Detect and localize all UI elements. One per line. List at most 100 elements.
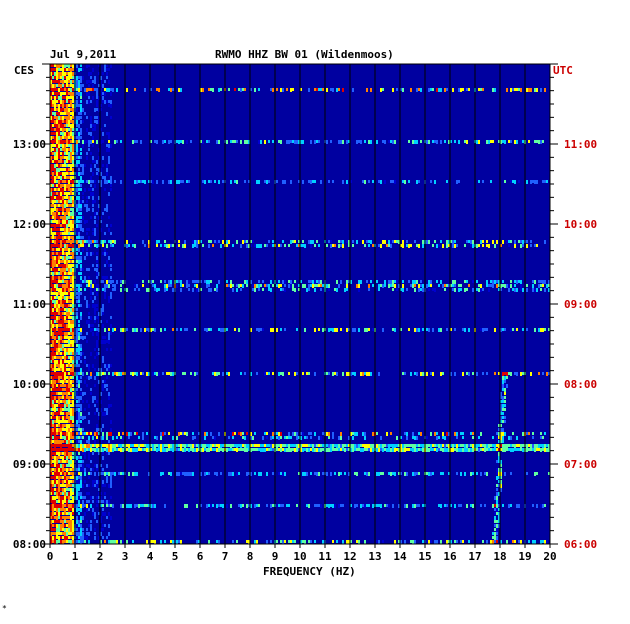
spectrogram-cell xyxy=(96,444,98,448)
spectrogram-cell xyxy=(72,112,74,116)
spectrogram-cell xyxy=(104,384,106,388)
spectrogram-cell xyxy=(52,100,54,104)
spectrogram-cell xyxy=(62,376,64,380)
spectrogram-cell xyxy=(96,308,98,311)
spectrogram-cell xyxy=(302,180,304,184)
spectrogram-cell xyxy=(418,448,420,451)
spectrogram-cell xyxy=(226,244,228,247)
spectrogram-cell xyxy=(82,244,84,247)
spectrogram-cell xyxy=(432,140,434,143)
spectrogram-cell xyxy=(50,420,52,424)
spectrogram-cell xyxy=(216,540,218,543)
spectrogram-cell xyxy=(60,380,62,383)
spectrogram-cell xyxy=(314,180,316,183)
spectrogram-cell xyxy=(376,540,378,544)
spectrogram-cell xyxy=(468,540,470,543)
spectrogram-cell xyxy=(66,160,68,163)
spectrogram-cell xyxy=(266,444,268,447)
spectrogram-cell xyxy=(178,180,180,184)
spectrogram-cell xyxy=(302,140,304,144)
spectrogram-cell xyxy=(108,448,110,452)
spectrogram-cell xyxy=(52,512,54,516)
spectrogram-cell xyxy=(484,448,486,452)
spectrogram-cell xyxy=(254,88,256,92)
spectrogram-cell xyxy=(80,456,82,459)
spectrogram-cell xyxy=(50,100,52,104)
spectrogram-cell xyxy=(322,448,324,451)
spectrogram-cell xyxy=(54,440,56,444)
spectrogram-cell xyxy=(358,448,360,451)
spectrogram-cell xyxy=(238,88,240,91)
spectrogram-cell xyxy=(62,268,64,272)
spectrogram-cell xyxy=(62,224,64,227)
spectrogram-cell xyxy=(82,84,84,87)
spectrogram-cell xyxy=(346,372,348,376)
spectrogram-cell xyxy=(230,448,232,451)
spectrogram-cell xyxy=(70,400,72,403)
spectrogram-cell xyxy=(208,540,210,544)
y-tick-label-local: 12:00 xyxy=(13,218,46,231)
spectrogram-cell xyxy=(512,88,514,91)
spectrogram-cell xyxy=(76,256,78,260)
spectrogram-cell xyxy=(58,344,60,348)
spectrogram-cell xyxy=(72,132,74,136)
spectrogram-cell xyxy=(312,284,314,288)
spectrogram-cell xyxy=(406,244,408,247)
spectrogram-cell xyxy=(62,408,64,411)
spectrogram-cell xyxy=(54,252,56,255)
spectrogram-cell xyxy=(94,76,96,80)
spectrogram-cell xyxy=(438,328,440,332)
spectrogram-cell xyxy=(92,84,94,88)
spectrogram-cell xyxy=(90,468,92,471)
spectrogram-cell xyxy=(54,408,56,412)
spectrogram-cell xyxy=(542,140,544,143)
spectrogram-cell xyxy=(98,120,100,124)
spectrogram-cell xyxy=(304,436,306,439)
spectrogram-cell xyxy=(212,244,214,247)
spectrogram-cell xyxy=(102,164,104,167)
spectrogram-cell xyxy=(52,268,54,271)
spectrogram-cell xyxy=(58,324,60,327)
spectrogram-cell xyxy=(62,460,64,463)
spectrogram-cell xyxy=(150,540,152,543)
spectrogram-cell xyxy=(520,372,522,376)
spectrogram-cell xyxy=(54,212,56,216)
spectrogram-cell xyxy=(102,468,104,471)
spectrogram-cell xyxy=(86,400,88,403)
spectrogram-cell xyxy=(62,152,64,156)
spectrogram-cell xyxy=(68,304,70,307)
spectrogram-cell xyxy=(196,280,198,283)
spectrogram-cell xyxy=(370,140,372,144)
spectrogram-cell xyxy=(70,452,72,456)
spectrogram-cell xyxy=(384,140,386,144)
spectrogram-cell xyxy=(522,244,524,247)
spectrogram-cell xyxy=(58,280,60,283)
spectrogram-cell xyxy=(292,432,294,436)
spectrogram-cell xyxy=(392,180,394,183)
spectrogram-cell xyxy=(62,196,64,200)
spectrogram-cell xyxy=(216,140,218,144)
spectrogram-cell xyxy=(62,316,64,320)
spectrogram-cell xyxy=(96,408,98,412)
spectrogram-cell xyxy=(480,472,482,476)
spectrogram-cell xyxy=(106,88,108,92)
spectrogram-cell xyxy=(80,336,82,339)
spectrogram-cell xyxy=(104,364,106,368)
spectrogram-cell xyxy=(326,88,328,92)
spectrogram-cell xyxy=(68,140,70,144)
spectrogram-cell xyxy=(286,444,288,447)
spectrogram-cell xyxy=(282,540,284,544)
spectrogram-cell xyxy=(180,444,182,448)
spectrogram-cell xyxy=(86,284,88,287)
spectrogram-cell xyxy=(92,436,94,440)
spectrogram-cell xyxy=(510,448,512,452)
spectrogram-cell xyxy=(292,284,294,288)
spectrogram-cell xyxy=(56,180,58,183)
spectrogram-cell xyxy=(82,68,84,71)
spectrogram-cell xyxy=(482,180,484,183)
spectrogram-cell xyxy=(76,68,78,71)
spectrogram-cell xyxy=(58,472,60,476)
spectrogram-cell xyxy=(54,352,56,356)
spectrogram-cell xyxy=(376,280,378,283)
spectrogram-cell xyxy=(88,444,90,448)
